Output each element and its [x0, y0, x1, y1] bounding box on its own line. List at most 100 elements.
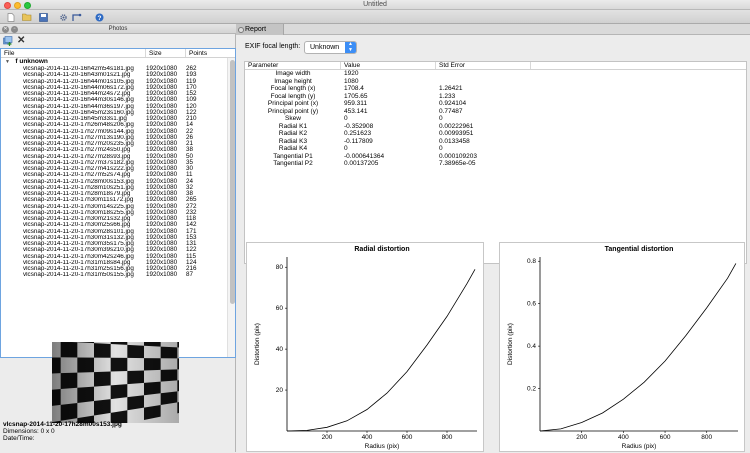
new-file-icon[interactable] — [6, 12, 16, 22]
parameter-row[interactable]: Tangential P1 -0.000641364 0.000109203 — [245, 153, 746, 161]
file-row[interactable]: vlcsnap-2014-11-20-16h44m30s146.jpg 1920x… — [1, 96, 235, 104]
parameter-row[interactable]: Image height 1080 — [245, 78, 746, 86]
file-row[interactable]: vlcsnap-2014-11-20-16h44m01s105.jpg 1920x… — [1, 77, 235, 85]
col-size-header[interactable]: Size — [146, 49, 186, 57]
tangential-distortion-plot: Tangential distortion 200 400 600 800 0.2 0.4 0… — [507, 246, 738, 450]
file-row[interactable]: vlcsnap-2014-11-20-17h27m52s74.jpg 1920x1… — [1, 171, 235, 178]
file-row[interactable]: vlcsnap-2014-11-20-16h44m24s72.jpg 1920x1… — [1, 90, 235, 97]
file-row[interactable]: vlcsnap-2014-11-20-17h27m41s222.jpg 1920x… — [1, 165, 235, 172]
title-bar: Untitled — [0, 0, 750, 10]
dock-float-icon[interactable]: ▫ — [11, 25, 18, 33]
col-stderr-header[interactable]: Std Error — [436, 62, 531, 69]
file-row[interactable]: vlcsnap-2014-11-20-17h30m31s132.jpg 1920x… — [1, 234, 235, 241]
x-axis-label: Radius (pix) — [365, 443, 400, 450]
file-row[interactable]: vlcsnap-2014-11-20-17h27m37s182.jpg 1920x… — [1, 159, 235, 166]
parameter-row[interactable]: Skew 0 0 — [245, 115, 746, 123]
photos-scrollbar-thumb[interactable] — [229, 60, 235, 304]
exif-focal-select[interactable]: Unknown ▲ ▼ — [304, 41, 357, 54]
file-row[interactable]: vlcsnap-2014-11-20-17h30m14s225.jpg 1920x… — [1, 203, 235, 210]
parameter-row[interactable]: Radial K4 0 0 — [245, 145, 746, 153]
col-value-header[interactable]: Value — [341, 62, 436, 69]
file-row[interactable]: vlcsnap-2014-11-20-17h30m39s210.jpg 1920x… — [1, 246, 235, 254]
file-row[interactable]: vlcsnap-2014-11-20-17h30m35s175.jpg 1920x… — [1, 240, 235, 247]
file-row[interactable]: vlcsnap-2014-11-20-17h31m25s156.jpg 1920x… — [1, 265, 235, 272]
parameter-row[interactable]: Image width 1920 — [245, 70, 746, 78]
file-name: vlcsnap-2014-11-20-17h27m28s93.jpg — [23, 153, 131, 160]
file-points: 32 — [186, 183, 194, 191]
chart-title: Tangential distortion — [605, 246, 674, 253]
parameter-row[interactable]: Radial K1 -0.352908 0.00222961 — [245, 123, 746, 131]
add-photos-icon[interactable] — [3, 36, 13, 46]
parameter-row[interactable]: Principal point (y) 453.141 0.77487 — [245, 108, 746, 116]
file-row[interactable]: vlcsnap-2014-11-20-17h28m00s153.jpg 1920x… — [1, 178, 235, 185]
parameter-value: 1920 — [344, 70, 359, 77]
photos-scrollbar[interactable] — [227, 58, 235, 357]
file-row[interactable]: vlcsnap-2014-11-20-17h30m18s255.jpg 1920x… — [1, 209, 235, 216]
expand-arrow-icon[interactable]: ▼ — [5, 59, 10, 65]
col-parameter-header[interactable]: Parameter — [245, 62, 341, 69]
file-row[interactable]: vlcsnap-2014-11-20-17h30m25s66.jpg 1920x1… — [1, 221, 235, 229]
file-row[interactable]: vlcsnap-2014-11-20-16h45m23s160.jpg 1920x… — [1, 109, 235, 116]
file-row[interactable]: vlcsnap-2014-11-20-17h30m21s32.jpg 1920x1… — [1, 215, 235, 222]
parameter-row[interactable]: Radial K2 0.251623 0.00993951 — [245, 130, 746, 138]
file-row[interactable]: vlcsnap-2014-11-20-16h44m06s172.jpg 1920x… — [1, 84, 235, 91]
calibrate-icon[interactable] — [72, 12, 82, 22]
file-points: 109 — [186, 96, 197, 104]
dock-close-icon[interactable]: ✕ — [2, 25, 9, 33]
photos-tree[interactable]: File Size Points ▼ f unknown vlcsnap-201… — [0, 48, 236, 358]
file-row[interactable]: vlcsnap-2014-11-20-16h42m54s181.jpg 1920x… — [1, 65, 235, 72]
parameter-row[interactable]: Focal length (x) 1708.4 1.26421 — [245, 85, 746, 93]
zoom-window-button[interactable] — [24, 1, 31, 9]
parameter-row[interactable]: Radial K3 -0.117809 0.0133458 — [245, 138, 746, 146]
file-row[interactable]: vlcsnap-2014-11-20-17h27m09s144.jpg 1920x… — [1, 128, 235, 135]
close-window-button[interactable] — [4, 1, 11, 9]
settings-icon[interactable] — [58, 12, 68, 22]
file-row[interactable]: vlcsnap-2014-11-20-17h31m18s84.jpg 1920x1… — [1, 259, 235, 266]
x-tick-label: 800 — [701, 434, 712, 441]
file-points: 142 — [186, 221, 197, 229]
file-points: 115 — [186, 252, 197, 260]
file-name: vlcsnap-2014-11-20-17h30m31s132.jpg — [23, 234, 134, 241]
photo-preview — [52, 342, 179, 423]
photo-datetime: Date/Time: — [3, 435, 35, 442]
parameter-row[interactable]: Tangential P2 0.00137205 7.38965e-05 — [245, 160, 746, 168]
parameter-name: Skew — [285, 115, 301, 122]
file-row[interactable]: vlcsnap-2014-11-20-16h45m33s1.jpg 1920x10… — [1, 115, 235, 122]
file-row[interactable]: vlcsnap-2014-11-20-16h43m01s21.jpg 1920x1… — [1, 71, 235, 78]
parameter-row[interactable]: Principal point (x) 959.311 0.924104 — [245, 100, 746, 108]
group-row[interactable]: ▼ f unknown — [1, 58, 235, 66]
file-name: vlcsnap-2014-11-20-16h44m06s172.jpg — [23, 84, 134, 91]
file-points: 122 — [186, 246, 197, 254]
file-row[interactable]: vlcsnap-2014-11-20-17h28m18s79.jpg 1920x1… — [1, 190, 235, 197]
tab-close-icon[interactable] — [238, 26, 244, 33]
file-row[interactable]: vlcsnap-2014-11-20-17h30m42s246.jpg 1920x… — [1, 252, 235, 260]
file-row[interactable]: vlcsnap-2014-11-20-17h27m13s190.jpg 1920x… — [1, 134, 235, 141]
file-row[interactable]: vlcsnap-2014-11-20-17h27m28s93.jpg 1920x1… — [1, 153, 235, 160]
parameter-name: Image height — [274, 77, 312, 85]
file-row[interactable]: vlcsnap-2014-11-20-17h28m10s251.jpg 1920x… — [1, 183, 235, 191]
col-points-header[interactable]: Points — [189, 50, 208, 57]
minimize-window-button[interactable] — [14, 1, 21, 9]
help-icon[interactable]: ? — [94, 12, 104, 22]
file-name: vlcsnap-2014-11-20-16h45m33s1.jpg — [23, 116, 127, 122]
col-file-header[interactable]: File — [1, 49, 146, 57]
y-tick-label: 0.4 — [527, 343, 536, 350]
file-row[interactable]: vlcsnap-2014-11-20-17h26m48s206.jpg 1920x… — [1, 121, 235, 128]
file-row[interactable]: vlcsnap-2014-11-20-17h31m50s155.jpg 1920x… — [1, 271, 235, 278]
file-name: vlcsnap-2014-11-20-17h31m18s84.jpg — [23, 259, 131, 266]
file-row[interactable]: vlcsnap-2014-11-20-17h30m28s101.jpg 1920x… — [1, 228, 235, 235]
file-row[interactable]: vlcsnap-2014-11-20-16h44m36s197.jpg 1920x… — [1, 103, 235, 110]
radial-distortion-plot: Radial distortion 200 400 600 800 20 40 60 80 Rad… — [254, 246, 477, 450]
parameter-row[interactable]: Focal length (y) 1705.65 1.233 — [245, 93, 746, 101]
remove-photo-icon[interactable]: ✕ — [17, 35, 26, 46]
file-row[interactable]: vlcsnap-2014-11-20-17h27m24s50.jpg 1920x1… — [1, 146, 235, 153]
file-row[interactable]: vlcsnap-2014-11-20-17h30m11s172.jpg 1920x… — [1, 196, 235, 203]
file-row[interactable]: vlcsnap-2014-11-20-17h27m20s235.jpg 1920x… — [1, 140, 235, 147]
save-icon[interactable] — [38, 12, 48, 22]
parameter-table[interactable]: Parameter Value Std Error Image width 192… — [244, 61, 747, 264]
file-points: 262 — [186, 65, 197, 72]
tab-report[interactable]: Report — [236, 24, 284, 35]
parameter-stderr: 1.233 — [439, 92, 456, 100]
file-size: 1920x1080 — [146, 77, 178, 85]
open-folder-icon[interactable] — [22, 12, 32, 22]
